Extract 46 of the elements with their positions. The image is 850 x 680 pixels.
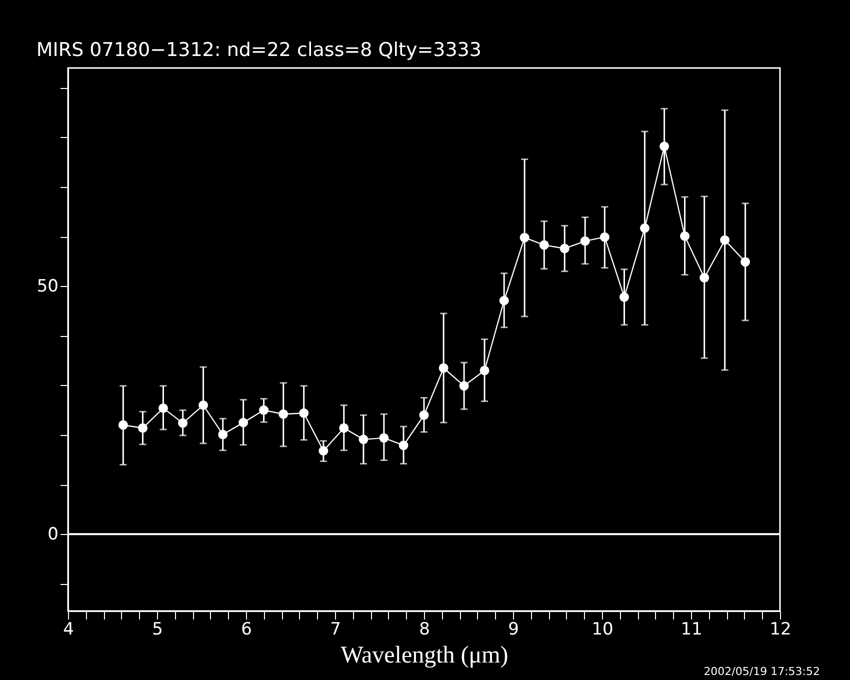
point: [720, 235, 730, 245]
point: [520, 232, 530, 242]
point: [539, 240, 549, 250]
x-tick-label: 4: [63, 620, 74, 640]
text: 2002/05/19 17:53:52: [704, 665, 820, 678]
point: [600, 232, 610, 242]
point: [118, 420, 128, 430]
point: [158, 403, 168, 413]
x-tick-label: 11: [680, 620, 702, 640]
point: [178, 418, 188, 428]
point: [218, 430, 228, 440]
point: [480, 366, 490, 376]
point: [278, 409, 288, 419]
point: [299, 408, 309, 418]
point: [700, 273, 710, 282]
x-tick-label: 9: [508, 620, 519, 640]
point: [459, 381, 469, 391]
point: [660, 142, 670, 152]
x-tick-label: 5: [152, 620, 163, 640]
point: [560, 244, 570, 254]
point: [499, 296, 509, 306]
chart-title: MIRS 07180−1312: nd=22 class=8 Qlty=3333: [36, 39, 482, 61]
point: [398, 440, 408, 450]
y-tick-label: 50: [36, 276, 58, 297]
point: [680, 231, 690, 241]
point: [438, 363, 448, 373]
point: [580, 236, 590, 246]
point: [358, 434, 368, 444]
x-tick-label: 12: [770, 620, 792, 640]
point: [318, 446, 328, 456]
point: [339, 423, 349, 433]
point: [238, 418, 248, 428]
point: [620, 292, 629, 302]
point: [740, 257, 750, 267]
x-tick-label: 7: [330, 620, 341, 640]
x-tick-label: 8: [419, 620, 430, 640]
point: [138, 423, 148, 433]
point: [419, 410, 429, 420]
x-axis-title: Wavelength (μm): [340, 642, 508, 668]
point: [198, 400, 208, 410]
point: [259, 405, 269, 415]
point: [379, 433, 389, 443]
x-tick-label: 6: [241, 620, 252, 640]
x-tick-label: 10: [592, 620, 614, 640]
point: [640, 223, 650, 233]
y-tick-label: 0: [48, 524, 58, 545]
